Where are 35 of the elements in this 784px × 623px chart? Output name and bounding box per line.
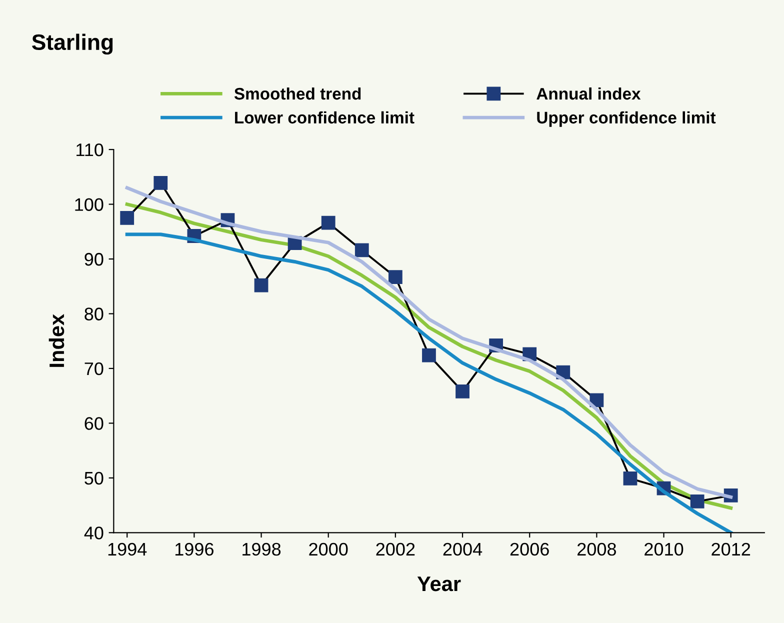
x-axis-title: Year: [417, 576, 461, 592]
chart-title: Starling: [32, 34, 113, 55]
x-tick-label: 2012: [712, 542, 750, 556]
legend-label: Upper confidence limit: [537, 111, 716, 127]
point: [623, 472, 638, 486]
y-tick-label: 110: [76, 143, 104, 156]
y-tick-label: 70: [84, 362, 104, 376]
x-tick-label: 2004: [443, 542, 482, 556]
legend-label: Annual index: [536, 87, 641, 100]
x-tick-label: 1996: [175, 542, 214, 556]
y-tick-label: 90: [84, 252, 104, 266]
y-axis-title: Index: [48, 314, 64, 367]
y-tick-label: 80: [84, 308, 104, 320]
y-tick-label: 60: [84, 417, 104, 430]
point: [321, 216, 336, 230]
point: [120, 210, 134, 225]
y-tick-label: 100: [75, 198, 104, 211]
point: [154, 176, 168, 190]
point: [422, 348, 436, 362]
point: [388, 270, 402, 284]
x-tick-label: 2002: [376, 542, 415, 556]
y-tick-label: 50: [84, 472, 104, 485]
x-tick-label: 2010: [644, 542, 684, 556]
x-tick-label: 2008: [578, 542, 616, 556]
point: [690, 494, 704, 508]
y-tick-label: 40: [84, 526, 104, 540]
x-tick-label: 2006: [510, 542, 549, 556]
x-tick-label: 1994: [108, 542, 147, 556]
x-tick-label: 2000: [309, 542, 348, 556]
point: [254, 278, 268, 292]
legend-label: Smoothed trend: [234, 87, 361, 100]
point: [456, 384, 470, 398]
x-tick-label: 1998: [242, 542, 281, 556]
point: [354, 243, 369, 258]
legend-label: Lower confidence limit: [235, 111, 414, 124]
